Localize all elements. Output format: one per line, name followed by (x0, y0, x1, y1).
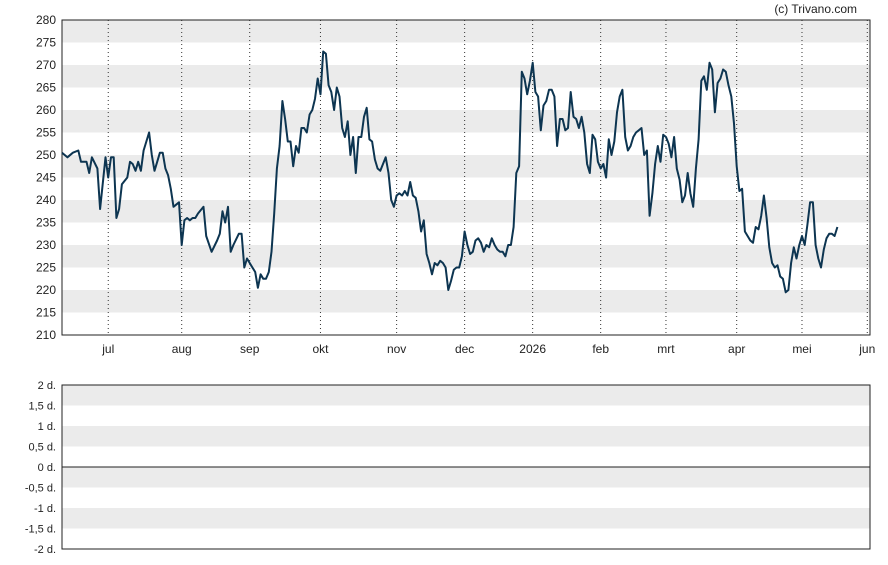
y-tick-label: 0 d. (38, 462, 56, 474)
source-credit: (c) Trivano.com (774, 2, 857, 16)
x-tick-label: apr (728, 342, 745, 356)
y-tick-label: 275 (36, 36, 56, 50)
grid-band (62, 245, 870, 268)
y-tick-label: 235 (36, 216, 56, 230)
y-tick-label: 2 d. (38, 380, 56, 392)
x-tick-label: mrt (657, 342, 675, 356)
y-tick-label: 270 (36, 58, 56, 72)
grid-band (62, 290, 870, 313)
x-tick-label: okt (312, 342, 329, 356)
y-tick-label: 210 (36, 328, 56, 342)
grid-band (62, 65, 870, 88)
x-tick-label: dec (455, 342, 474, 356)
y-tick-label: 1,5 d. (28, 401, 56, 413)
y-tick-label: 280 (36, 13, 56, 27)
y-tick-label: 0,5 d. (28, 442, 56, 454)
y-tick-label: -0,5 d. (25, 483, 56, 495)
x-tick-label: feb (592, 342, 609, 356)
grid-band (62, 385, 870, 406)
x-tick-label: aug (172, 342, 192, 356)
x-tick-label: 2026 (519, 342, 546, 356)
y-tick-label: -1 d. (34, 503, 56, 515)
y-tick-label: 1 d. (38, 421, 56, 433)
y-tick-label: 250 (36, 148, 56, 162)
y-tick-label: 215 (36, 306, 56, 320)
y-tick-label: 220 (36, 283, 56, 297)
grid-band (62, 155, 870, 178)
y-tick-label: 240 (36, 193, 56, 207)
x-tick-label: mei (792, 342, 811, 356)
y-tick-label: 265 (36, 81, 56, 95)
y-tick-label: 260 (36, 103, 56, 117)
indicator-chart: 2 d. 1,5 d. 1 d. 0,5 d. 0 d. -0,5 d. -1 d. -1,5… (25, 380, 871, 556)
y-tick-label: -2 d. (34, 544, 56, 556)
x-tick-label: jul (101, 342, 114, 356)
grid-band (62, 110, 870, 133)
grid-band (62, 200, 870, 223)
y-tick-label: 225 (36, 261, 56, 275)
x-tick-label: nov (387, 342, 406, 356)
grid-band (62, 467, 870, 488)
price-series-line (61, 50, 839, 294)
y-tick-label: 245 (36, 171, 56, 185)
plot-frame (61, 384, 871, 550)
price-chart: jul aug sep okt nov dec 2026 feb mrt apr mei jun 280… (36, 13, 875, 356)
plot-frame (61, 19, 871, 336)
y-tick-label: 255 (36, 126, 56, 140)
grid-band (62, 426, 870, 447)
grid-band (62, 20, 870, 43)
y-tick-label: 230 (36, 238, 56, 252)
y-tick-label: -1,5 d. (25, 524, 56, 536)
grid-band (62, 508, 870, 529)
x-tick-label: jun (858, 342, 875, 356)
x-tick-label: sep (240, 342, 260, 356)
